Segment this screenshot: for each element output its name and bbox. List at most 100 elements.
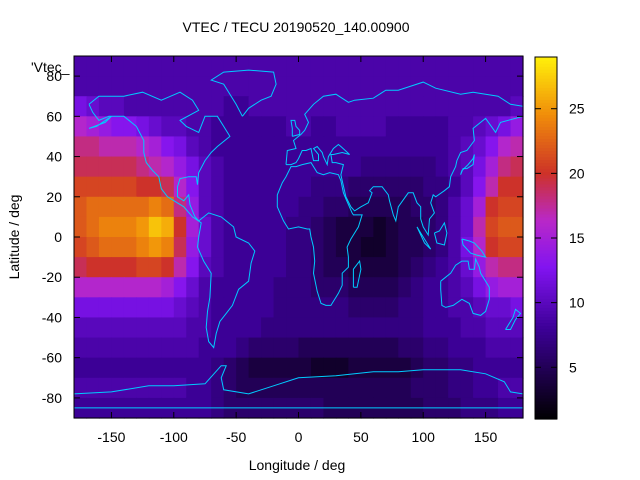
heatmap-cell xyxy=(348,156,362,178)
heatmap-cell xyxy=(248,76,262,97)
heatmap-cell xyxy=(86,337,100,359)
colorbar-segment xyxy=(535,349,557,354)
heatmap-cell xyxy=(286,317,300,339)
heatmap-cell xyxy=(335,136,349,158)
heatmap-cell xyxy=(473,317,487,339)
heatmap-cell xyxy=(385,56,399,77)
heatmap-cell xyxy=(98,337,113,359)
y-tick-label: 0 xyxy=(54,229,62,245)
heatmap-cell xyxy=(448,116,462,138)
heatmap-cell xyxy=(273,257,287,278)
heatmap-cell xyxy=(385,297,399,319)
heatmap-cell xyxy=(86,277,100,298)
heatmap-cell xyxy=(198,317,212,339)
heatmap-cell xyxy=(348,357,362,379)
colorbar-segment xyxy=(535,355,557,360)
colorbar-segment xyxy=(535,397,557,402)
heatmap-cell xyxy=(460,96,474,117)
heatmap-cell xyxy=(161,76,175,97)
colorbar-segment xyxy=(535,298,557,302)
colorbar-segment xyxy=(535,313,557,318)
heatmap-cell xyxy=(385,176,399,198)
colorbar-tick-label: 5 xyxy=(569,359,577,375)
heatmap-cell xyxy=(510,317,524,339)
heatmap-cell xyxy=(298,96,312,117)
heatmap-cell xyxy=(248,257,262,278)
colorbar-segment xyxy=(535,367,557,372)
heatmap-cell xyxy=(286,116,300,138)
heatmap-cell xyxy=(236,176,250,198)
heatmap-cell xyxy=(173,196,187,218)
heatmap-cell xyxy=(148,317,162,339)
heatmap-cell xyxy=(460,337,474,359)
colorbar-segment xyxy=(535,394,557,399)
heatmap-cell xyxy=(161,377,175,399)
heatmap-cell xyxy=(448,357,462,379)
heatmap-cell xyxy=(161,237,175,258)
heatmap-cell xyxy=(236,116,250,138)
heatmap-cell xyxy=(435,96,449,117)
heatmap-cell xyxy=(398,76,412,97)
heatmap-cell xyxy=(148,76,162,97)
heatmap-cell xyxy=(473,136,487,158)
heatmap-cell xyxy=(74,257,88,278)
heatmap-cell xyxy=(498,337,512,359)
colorbar-segment xyxy=(535,388,557,393)
heatmap-cell xyxy=(460,196,474,218)
heatmap-cell xyxy=(111,277,125,298)
heatmap-cell xyxy=(360,156,374,178)
heatmap-cell xyxy=(86,56,100,77)
coastline xyxy=(88,91,256,349)
heatmap-cell xyxy=(335,357,349,379)
heatmap-cell xyxy=(298,237,312,258)
heatmap-cell xyxy=(173,56,187,77)
heatmap-cell xyxy=(211,337,225,359)
heatmap-cell xyxy=(86,257,100,278)
heatmap-cell xyxy=(198,357,212,379)
colorbar-segment xyxy=(535,274,557,278)
heatmap-cell xyxy=(111,116,125,138)
heatmap-cell xyxy=(136,257,150,278)
colorbar-segment xyxy=(535,256,557,260)
heatmap-cell xyxy=(273,116,287,138)
heatmap-cell xyxy=(460,377,474,399)
heatmap-cell xyxy=(448,156,462,178)
heatmap-cell xyxy=(398,277,412,298)
x-tick-label: -150 xyxy=(97,429,125,445)
heatmap-cell xyxy=(273,156,287,178)
heatmap-cell xyxy=(448,96,462,117)
heatmap-cell xyxy=(286,76,300,97)
colorbar-segment xyxy=(535,385,557,390)
heatmap-cell xyxy=(485,257,499,278)
heatmap-cell xyxy=(223,116,237,138)
heatmap-cell xyxy=(136,277,150,298)
heatmap-cell xyxy=(460,317,474,339)
heatmap-cell xyxy=(435,377,449,399)
heatmap-cell xyxy=(398,337,412,359)
heatmap-cell xyxy=(123,357,137,379)
heatmap-cell xyxy=(186,56,200,77)
heatmap-cell xyxy=(111,76,125,97)
heatmap-cell xyxy=(223,337,237,359)
heatmap-cell xyxy=(460,76,474,97)
heatmap-cell xyxy=(360,216,374,238)
heatmap-cell xyxy=(261,277,275,298)
heatmap-cell xyxy=(298,56,312,77)
heatmap-cell xyxy=(410,237,424,258)
heatmap-cell xyxy=(360,76,374,97)
heatmap-cell xyxy=(98,237,113,258)
heatmap-cell xyxy=(86,176,100,198)
colorbar-segment xyxy=(535,244,557,248)
heatmap-cell xyxy=(298,116,312,138)
heatmap-cell xyxy=(498,136,512,158)
heatmap-cell xyxy=(161,297,175,319)
colorbar-segment xyxy=(535,295,557,299)
heatmap-cell xyxy=(123,76,137,97)
heatmap-cell xyxy=(448,56,462,77)
heatmap-cell xyxy=(473,297,487,319)
heatmap-cell xyxy=(123,156,137,178)
heatmap-cell xyxy=(323,136,337,158)
heatmap-cell xyxy=(223,76,237,97)
heatmap-cell xyxy=(186,176,200,198)
heatmap-cell xyxy=(410,377,424,399)
